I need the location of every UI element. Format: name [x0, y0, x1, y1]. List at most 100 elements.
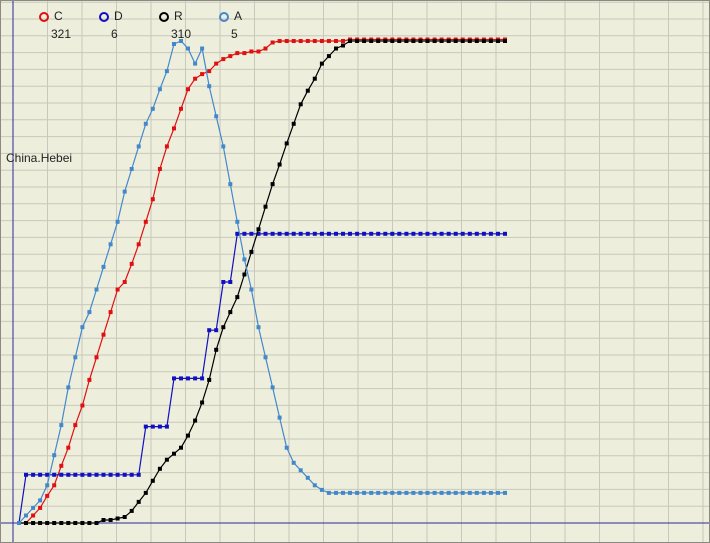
data-point-a	[376, 490, 381, 495]
legend-marker-r	[159, 11, 169, 22]
data-point-a	[326, 490, 331, 495]
data-point-a	[242, 257, 247, 262]
data-point-d	[411, 231, 416, 236]
data-point-a	[355, 490, 360, 495]
data-point-d	[474, 231, 479, 236]
legend-item-r: R 310	[159, 9, 191, 41]
data-point-a	[235, 219, 240, 224]
data-point-r	[228, 310, 233, 315]
data-point-a	[108, 242, 113, 247]
data-point-r	[488, 39, 493, 43]
data-point-r	[94, 521, 99, 525]
data-point-a	[122, 189, 127, 194]
data-point-d	[87, 472, 92, 477]
legend-item-d: D 6	[99, 9, 123, 41]
data-point-a	[425, 490, 430, 495]
data-point-r	[496, 39, 500, 43]
data-point-c	[291, 39, 296, 43]
data-point-r	[467, 39, 472, 43]
data-point-r	[305, 88, 310, 93]
data-point-c	[87, 377, 92, 382]
data-point-d	[376, 231, 381, 236]
data-point-c	[101, 332, 106, 337]
data-point-r	[193, 418, 198, 423]
data-point-r	[45, 521, 50, 525]
data-point-r	[122, 515, 127, 519]
data-point-d	[73, 472, 78, 477]
data-point-c	[150, 197, 155, 202]
data-point-a	[474, 490, 479, 495]
data-point-c	[80, 403, 85, 408]
data-point-r	[397, 39, 402, 43]
data-point-a	[460, 490, 465, 495]
data-point-c	[277, 39, 282, 43]
series-line-a	[18, 40, 505, 524]
data-point-c	[186, 87, 190, 92]
data-point-d	[284, 231, 289, 236]
data-point-r	[432, 39, 437, 43]
data-point-r	[474, 39, 479, 43]
series-line-r	[19, 40, 505, 524]
data-point-d	[488, 231, 493, 236]
data-point-d	[270, 231, 275, 236]
data-point-a	[214, 114, 219, 119]
data-point-d	[355, 231, 360, 236]
data-point-a	[228, 182, 233, 187]
data-point-r	[172, 451, 176, 456]
data-point-a	[157, 87, 162, 92]
data-point-a	[31, 505, 36, 510]
data-point-d	[179, 376, 183, 381]
data-point-r	[334, 46, 338, 51]
data-point-d	[221, 280, 226, 284]
data-point-d	[326, 231, 331, 236]
data-point-a	[200, 46, 205, 51]
data-point-d	[235, 231, 240, 236]
data-point-r	[207, 377, 212, 382]
data-point-a	[439, 490, 444, 495]
data-point-r	[66, 521, 71, 525]
data-point-a	[467, 490, 472, 495]
legend-label-a: A	[234, 9, 243, 23]
data-point-c	[45, 493, 50, 498]
data-point-r	[179, 445, 183, 450]
data-point-a	[334, 490, 338, 495]
data-point-a	[186, 46, 190, 51]
data-point-d	[397, 231, 402, 236]
data-point-d	[305, 231, 310, 236]
data-point-r	[355, 39, 360, 43]
data-point-d	[31, 472, 36, 477]
legend-marker-a	[219, 11, 229, 22]
data-point-a	[348, 490, 352, 495]
data-point-c	[235, 51, 240, 56]
data-point-r	[249, 249, 254, 254]
data-point-r	[481, 39, 486, 43]
data-point-a	[87, 310, 92, 315]
data-point-c	[214, 61, 219, 66]
data-point-d	[446, 231, 451, 236]
data-point-r	[418, 39, 423, 43]
data-point-a	[150, 106, 155, 111]
data-point-d	[319, 231, 324, 236]
data-point-a	[249, 287, 254, 292]
legend-count-a: 5	[231, 27, 238, 41]
data-point-r	[214, 347, 219, 352]
data-point-r	[150, 478, 155, 483]
data-point-a	[172, 42, 176, 46]
data-point-r	[348, 39, 352, 43]
data-point-r	[383, 39, 388, 43]
data-point-a	[129, 167, 134, 171]
data-point-d	[362, 231, 367, 236]
legend-count-d: 6	[111, 27, 118, 41]
data-point-r	[263, 204, 268, 209]
legend-marker-c	[39, 11, 49, 22]
data-point-c	[341, 39, 345, 43]
data-point-r	[24, 521, 28, 525]
data-point-d	[390, 231, 395, 236]
series-a	[17, 39, 507, 525]
data-point-d	[193, 376, 198, 381]
data-point-r	[411, 39, 416, 43]
data-point-c	[179, 106, 183, 111]
data-point-d	[348, 231, 352, 236]
data-point-r	[291, 121, 296, 126]
